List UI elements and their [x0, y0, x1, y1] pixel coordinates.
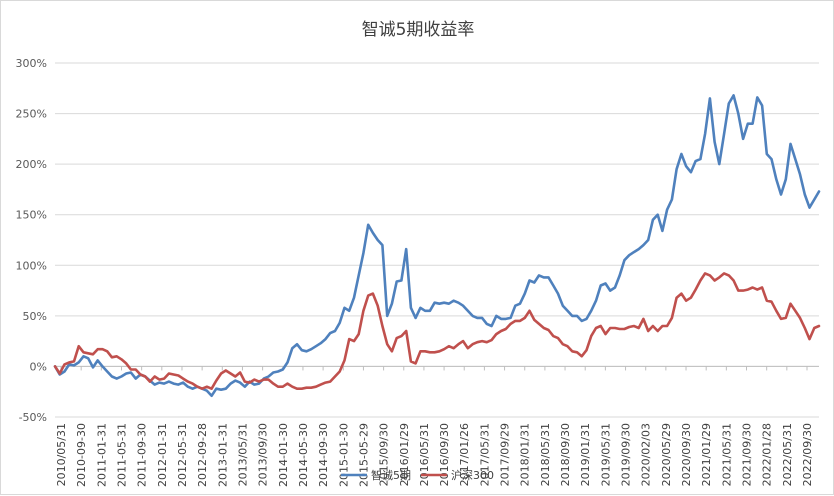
x-tick-label: 2014-09-30: [317, 423, 330, 487]
series-line-2: [53, 272, 821, 391]
x-tick-label: 2020/05/29: [660, 423, 673, 486]
x-tick-label: 2012-01-31: [156, 423, 169, 487]
x-tick-label: 2019/09/30: [620, 423, 633, 486]
x-tick-label: 2014-05-30: [297, 423, 310, 487]
chart-title: 智诚5期收益率: [361, 20, 475, 40]
x-tick-label: 2013/09/30: [257, 423, 270, 486]
x-tick-label: 2016/09/30: [438, 423, 451, 486]
x-tick-label: 2012-09-28: [196, 423, 209, 487]
x-tick-label: 2019/05/31: [599, 423, 612, 486]
y-tick-label: 250%: [16, 108, 47, 121]
x-tick-label: 2020/02/03: [640, 423, 653, 486]
series-line-1: [53, 94, 821, 398]
x-tick-label: 2016/01/29: [398, 423, 411, 486]
x-tick-label: 2015-05-29: [357, 423, 370, 487]
x-axis-ticks: 2010/05/31 2010-09-30 2011-01-31 2011-05-31…: [55, 366, 814, 487]
legend-label-2: 沪深300: [451, 468, 494, 482]
x-tick-label: 2022/01/28: [761, 423, 774, 486]
y-axis-ticks: -50% 0% 50% 100% 150% 200% 250% 300%: [16, 57, 47, 424]
x-tick-label: 2015/09/30: [378, 423, 391, 486]
y-tick-label: 100%: [16, 259, 47, 272]
x-tick-label: 2014-01-30: [277, 423, 290, 487]
x-tick-label: 2015-01-30: [337, 423, 350, 487]
x-tick-label: 2020/09/30: [680, 423, 693, 486]
y-tick-label: -50%: [19, 411, 47, 424]
legend: 智诚5期 沪深300: [341, 468, 494, 482]
gridlines: [55, 62, 819, 418]
x-tick-label: 2018/05/31: [539, 423, 552, 486]
y-tick-label: 200%: [16, 158, 47, 171]
x-tick-label: 2011-05-31: [115, 423, 128, 487]
y-tick-label: 300%: [16, 57, 47, 70]
x-tick-label: 2013/05/31: [236, 423, 249, 486]
legend-label-1: 智诚5期: [371, 468, 411, 482]
x-tick-label: 2017/01/26: [458, 423, 471, 486]
x-tick-label: 2021/05/31: [720, 423, 733, 486]
x-tick-label: 2011-01-31: [95, 423, 108, 487]
x-tick-label: 2013-01-31: [216, 423, 229, 487]
x-tick-label: 2022/09/30: [801, 423, 814, 486]
x-tick-label: 2019/01/31: [579, 423, 592, 486]
x-tick-label: 2012-05-31: [176, 423, 189, 487]
x-tick-label: 2022/05/31: [781, 423, 794, 486]
x-tick-label: 2018/01/31: [519, 423, 532, 486]
y-tick-label: 0%: [30, 360, 47, 373]
x-tick-label: 2010-09-30: [75, 423, 88, 487]
x-tick-label: 2016/05/31: [418, 423, 431, 486]
x-tick-label: 2021/01/29: [700, 423, 713, 486]
y-tick-label: 150%: [16, 209, 47, 222]
x-tick-label: 2010/05/31: [55, 423, 68, 486]
x-tick-label: 2011-09-30: [136, 423, 149, 487]
x-tick-label: 2017/09/29: [499, 423, 512, 486]
x-tick-label: 2018/09/30: [559, 423, 572, 486]
x-tick-label: 2021/09/30: [741, 423, 754, 486]
x-tick-label: 2017/05/31: [478, 423, 491, 486]
y-tick-label: 50%: [23, 310, 47, 323]
series-lines: [53, 94, 821, 398]
